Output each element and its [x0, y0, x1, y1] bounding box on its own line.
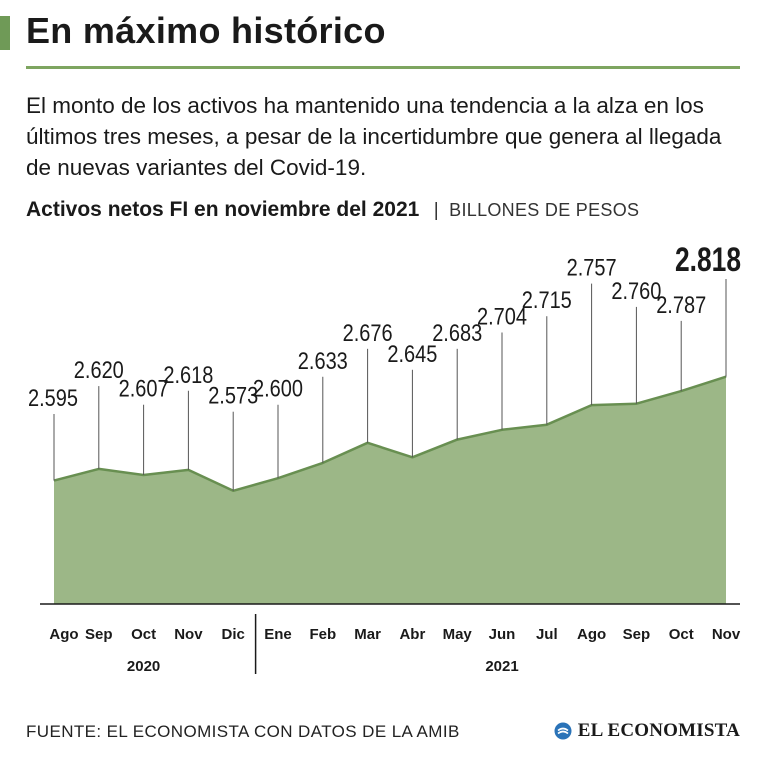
x-tick-label: Ago [577, 626, 606, 643]
title-divider [26, 66, 740, 69]
x-tick-label: Sep [623, 626, 651, 643]
x-tick-label: Jun [489, 626, 516, 643]
page-title: En máximo histórico [26, 10, 386, 51]
data-label: 2.787 [656, 292, 706, 319]
source-note: FUENTE: EL ECONOMISTA CON DATOS DE LA AM… [26, 722, 460, 741]
x-tick-label: Dic [222, 626, 245, 643]
x-tick-label: Oct [669, 626, 694, 643]
data-label: 2.676 [343, 320, 393, 347]
x-tick-label: Ene [264, 626, 292, 643]
data-label: 2.715 [522, 287, 572, 314]
data-label: 2.600 [253, 376, 303, 403]
chart-subtitle: Activos netos FI en noviembre del 2021 |… [26, 198, 639, 222]
data-label: 2.645 [387, 341, 437, 368]
x-tick-label: Oct [131, 626, 156, 643]
data-label: 2.704 [477, 304, 527, 331]
x-tick-label: Feb [309, 626, 336, 643]
data-label: 2.607 [119, 376, 169, 403]
data-label: 2.620 [74, 357, 124, 384]
year-label: 2021 [485, 658, 518, 675]
x-tick-label: Jul [536, 626, 558, 643]
x-tick-label: Nov [712, 626, 741, 643]
x-tick-label: May [443, 626, 473, 643]
data-label-max: 2.818 [675, 241, 741, 279]
x-tick-label: Nov [174, 626, 203, 643]
year-label: 2020 [127, 658, 160, 675]
brand-name: EL ECONOMISTA [577, 720, 740, 741]
series-line [53, 375, 727, 493]
data-label: 2.633 [298, 348, 348, 375]
area-fill [54, 376, 726, 604]
chart-unit: BILLONES DE PESOS [449, 200, 640, 220]
brand-logo: EL ECONOMISTA [554, 720, 740, 742]
data-label: 2.595 [28, 385, 78, 412]
data-label: 2.683 [432, 320, 482, 347]
x-tick-label: Mar [354, 626, 381, 643]
data-label: 2.573 [208, 383, 258, 410]
el-economista-logo-icon [554, 722, 572, 740]
subtitle-separator: | [433, 200, 439, 221]
title-accent-bar [0, 16, 10, 50]
data-label: 2.618 [163, 362, 213, 389]
x-tick-label: Ago [49, 626, 78, 643]
data-label: 2.760 [611, 278, 661, 305]
intro-paragraph: El monto de los activos ha mantenido una… [26, 93, 722, 180]
x-tick-label: Abr [399, 626, 425, 643]
data-label: 2.757 [567, 255, 617, 282]
x-tick-label: Sep [85, 626, 113, 643]
chart-title: Activos netos FI en noviembre del 2021 [26, 198, 420, 221]
